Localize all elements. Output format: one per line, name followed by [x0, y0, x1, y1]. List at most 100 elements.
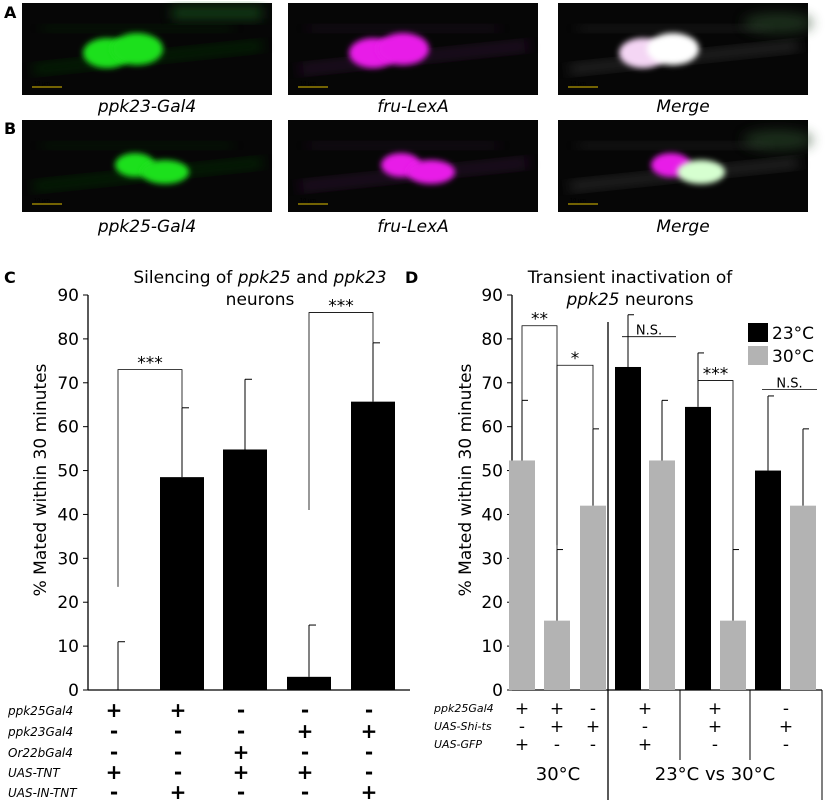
- chart-d-bar: [509, 460, 535, 690]
- chart-d-genotype-mark: +: [779, 717, 793, 737]
- chart-d-ytick-label: 10: [481, 637, 503, 657]
- chart-c-genotype-mark: +: [361, 780, 378, 800]
- chart-c-ytick-label: 50: [57, 462, 79, 482]
- chart-c-title-line2: neurons: [226, 290, 295, 310]
- cell-body: [407, 160, 455, 184]
- chart-d-sig-label: **: [531, 310, 548, 330]
- panel_b-image-green: 10 µm: [22, 120, 272, 212]
- chart-c-genotype-mark: -: [301, 780, 309, 800]
- chart-d-bar: [685, 406, 711, 690]
- panel-letter-a: A: [4, 3, 17, 22]
- chart-d-significance: ***N.S.*** N.S.: [521, 310, 817, 550]
- panel_b-caption-magenta: fru-LexA: [377, 217, 449, 237]
- panel-letter-d: D: [405, 268, 418, 287]
- chart-c-bar: [287, 676, 331, 690]
- chart-d-group-label: 30°C: [536, 764, 580, 785]
- chart-d-genotype-label: ppk25Gal4: [433, 702, 494, 715]
- chart-d-genotype-mark: +: [638, 735, 652, 755]
- chart-c-genotype-mark: -: [237, 698, 245, 722]
- chart-d-ytick-label: 30: [481, 549, 503, 569]
- chart-c-genotype-label: UAS-TNT: [8, 766, 61, 780]
- chart-c-bars: [117, 342, 395, 690]
- chart-d-genotype-mark: +: [550, 699, 564, 719]
- chart-c-genotype-mark: +: [106, 760, 123, 784]
- chart-c-sig-bracket: [117, 369, 183, 587]
- scale-bar-label: 10 µm: [300, 198, 316, 204]
- panel-letter-b: B: [4, 119, 16, 138]
- chart-c-genotype-label: UAS-IN-TNT: [8, 786, 78, 800]
- chart-c-genotype-label: ppk23Gal4: [7, 725, 73, 739]
- chart-d-genotype-table: ppk25Gal4 + + - + + -UAS-Shi-ts - + + - + +UAS-GFP + -…: [433, 699, 793, 785]
- tissue-streak: [743, 13, 813, 33]
- chart-c-genotype-mark: +: [233, 760, 250, 784]
- panel_b-image-magenta: 10 µm: [288, 120, 538, 212]
- tissue-streak: [578, 26, 768, 31]
- microscopy-images: 10 µm ppk23-Gal4 10 µm fru-LexA 10 µm Merge 10…: [22, 3, 813, 237]
- chart-c-genotype-mark: -: [365, 740, 373, 764]
- chart-c-significance: *** ***: [117, 297, 374, 587]
- chart-d-genotype-mark: -: [783, 699, 789, 719]
- chart-c-ytick-label: 0: [68, 681, 79, 701]
- panel_b-caption-merge: Merge: [656, 217, 709, 237]
- chart-d-bar: [580, 505, 606, 690]
- chart-c-genotype-table: ppk25Gal4 + + - - -ppk23Gal4- - - + +Or22bGal4- - +…: [7, 698, 377, 800]
- chart-d-legend-label: 23°C: [772, 324, 814, 344]
- panel_a-caption-merge: Merge: [656, 97, 709, 117]
- chart-d: Transient inactivation of ppk25 neurons …: [433, 268, 823, 800]
- chart-c-genotype-mark: -: [301, 740, 309, 764]
- chart-c-genotype-mark: -: [174, 740, 182, 764]
- chart-c: Silencing of ppk25 and ppk23 neurons % M…: [7, 268, 410, 800]
- chart-d-bar: [544, 620, 570, 690]
- chart-c-sig-label: ***: [137, 354, 163, 374]
- tissue-streak: [42, 143, 232, 148]
- cell-body: [647, 33, 699, 65]
- panel_a-caption-green: ppk23-Gal4: [97, 97, 196, 117]
- chart-d-sig-bracket: [556, 364, 594, 546]
- chart-d-bar: [720, 620, 746, 690]
- chart-c-ytick-label: 80: [57, 330, 79, 350]
- chart-d-ytick-label: 0: [492, 681, 503, 701]
- chart-d-bars: [509, 314, 816, 690]
- chart-d-genotype-mark: -: [554, 735, 560, 755]
- chart-c-bar: [351, 401, 395, 690]
- chart-c-genotype-mark: +: [361, 719, 378, 743]
- chart-d-genotype-mark: +: [638, 699, 652, 719]
- chart-c-genotype-label: Or22bGal4: [8, 746, 73, 760]
- chart-d-ytick-label: 80: [481, 330, 503, 350]
- scale-bar-label: 10 µm: [34, 81, 50, 87]
- chart-c-genotype-mark: +: [170, 780, 187, 800]
- chart-c-genotype-mark: -: [110, 740, 118, 764]
- chart-c-ytick-label: 70: [57, 374, 79, 394]
- tissue-streak: [308, 26, 498, 31]
- chart-d-legend-swatch: [748, 346, 768, 365]
- panel_b-image-merge: 10 µm: [558, 120, 813, 212]
- chart-d-ytick-label: 70: [481, 374, 503, 394]
- chart-d-sig-label: ***: [703, 365, 729, 385]
- chart-c-genotype-mark: +: [297, 719, 314, 743]
- chart-c-genotype-mark: -: [237, 719, 245, 743]
- chart-c-ylabel: % Mated within 30 minutes: [31, 363, 51, 596]
- chart-c-genotype-mark: -: [174, 760, 182, 784]
- chart-d-sig-label: *: [571, 349, 580, 369]
- chart-d-genotype-mark: +: [708, 717, 722, 737]
- chart-d-ns-label: N.S.: [776, 376, 802, 391]
- chart-c-genotype-mark: +: [233, 740, 250, 764]
- chart-d-ytick-label: 50: [481, 462, 503, 482]
- chart-d-genotype-mark: -: [519, 717, 525, 737]
- chart-c-ytick-label: 20: [57, 593, 79, 613]
- scale-bar-label: 10 µm: [570, 198, 586, 204]
- panel_a-caption-magenta: fru-LexA: [377, 97, 449, 117]
- tissue-streak: [743, 130, 813, 150]
- chart-c-ytick-label: 30: [57, 549, 79, 569]
- chart-d-sig-bracket: [697, 352, 734, 550]
- chart-d-genotype-mark: -: [712, 735, 718, 755]
- scale-bar-label: 10 µm: [300, 81, 316, 87]
- chart-c-genotype-mark: +: [297, 760, 314, 784]
- cell-body: [377, 33, 429, 65]
- chart-c-ytick-label: 90: [57, 286, 79, 306]
- chart-d-bar: [649, 460, 675, 690]
- cell-body: [111, 33, 163, 65]
- chart-d-genotype-label: UAS-GFP: [434, 738, 482, 751]
- chart-d-ytick-label: 60: [481, 418, 503, 438]
- chart-c-genotype-mark: -: [301, 698, 309, 722]
